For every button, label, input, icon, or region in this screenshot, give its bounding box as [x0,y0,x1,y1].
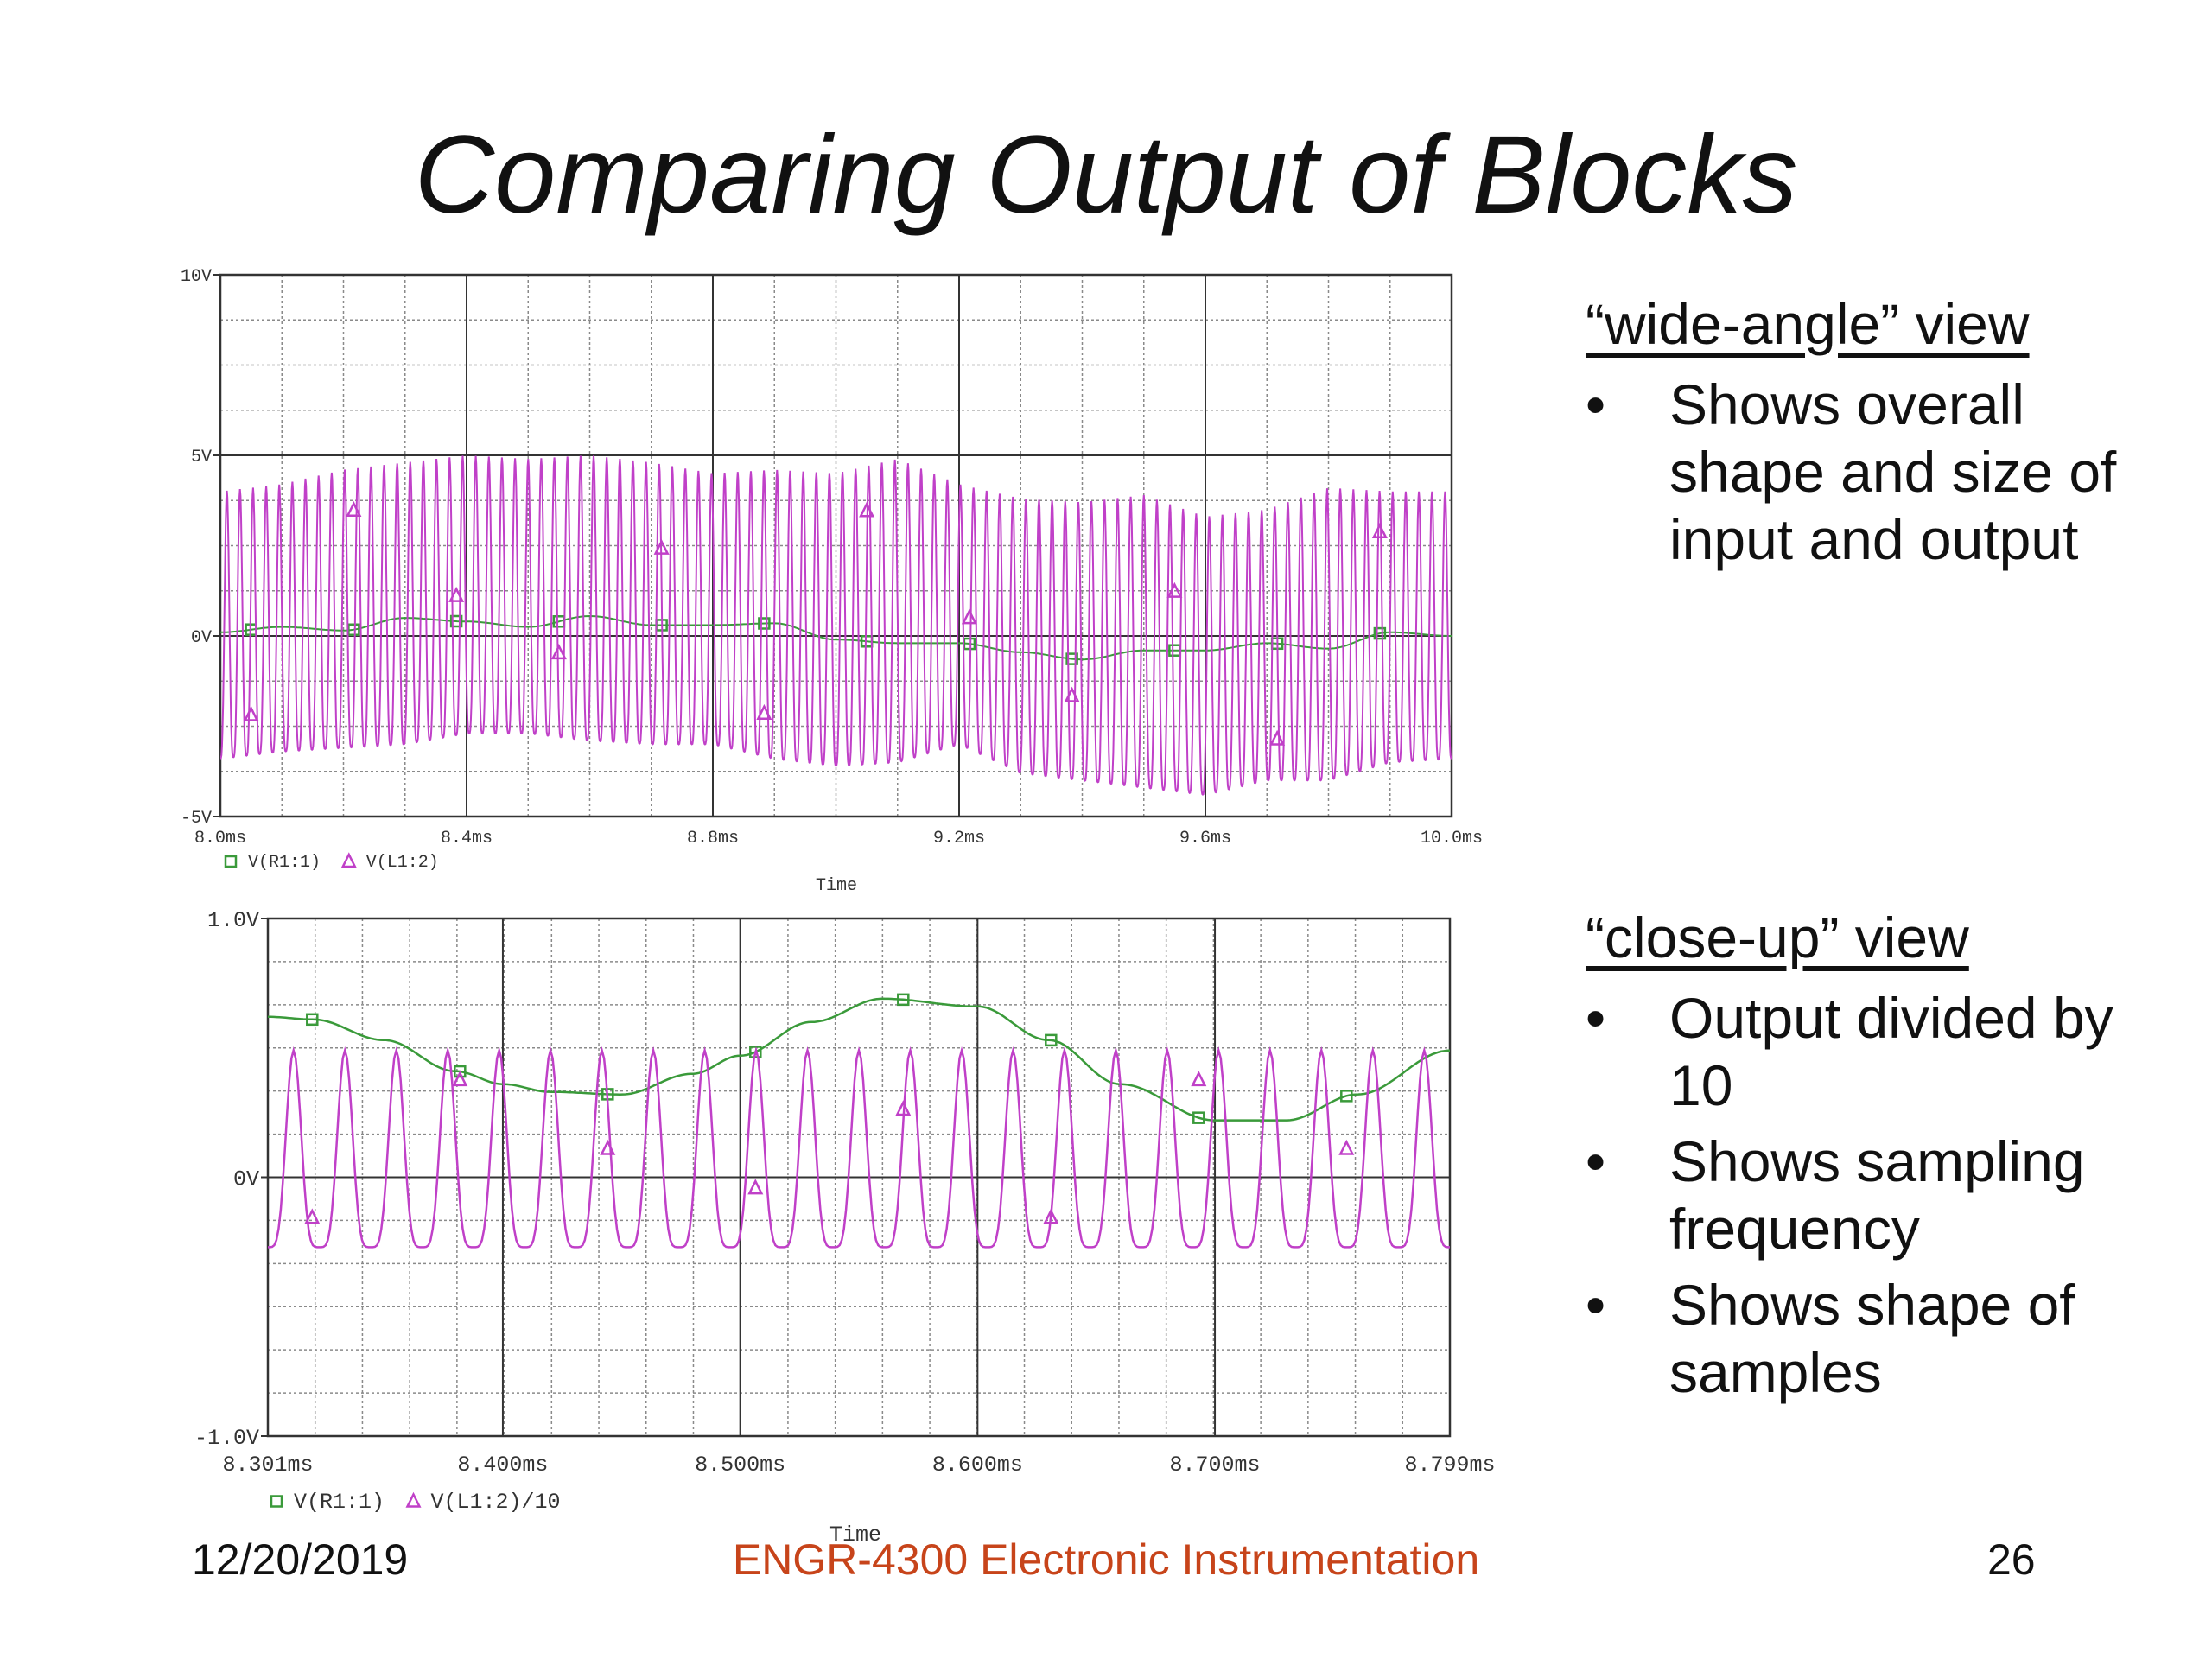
y-tick-label: 10V [181,267,212,287]
data-point-marker [897,993,910,1007]
legend-label: V(R1:1) [248,853,321,873]
data-point-marker [1338,1139,1355,1155]
y-tick-label: 5V [191,448,212,467]
legend-marker [270,1495,283,1508]
data-point-marker [1269,729,1286,746]
x-tick-label: 8.8ms [687,829,739,849]
data-point-marker [1045,1033,1058,1047]
x-axis-title: Time [830,1522,881,1548]
x-tick-label: 8.301ms [222,1452,313,1478]
y-tick-label: 1.0V [207,908,259,933]
legend-label: V(L1:2)/10 [431,1490,561,1515]
data-point-marker [600,1139,616,1155]
x-tick-label: 8.500ms [695,1452,785,1478]
y-tick-label: -1.0V [194,1426,259,1451]
data-point-marker [1192,1111,1205,1124]
series-V(R1:1) [268,993,1450,1124]
wide-angle-bullet: • Shows overall shape and size of input a… [1586,372,2117,571]
close-up-bullet: • Shows shape of samples [1586,1273,2075,1404]
bullet-text: Shows shape of samples [1669,1273,2075,1404]
data-point-marker [1166,582,1183,598]
x-axis-title: Time [816,876,857,896]
data-point-marker [1064,686,1080,702]
data-point-marker [895,1100,912,1116]
data-point-marker [653,538,670,555]
x-tick-label: 8.400ms [457,1452,548,1478]
slide-title: Comparing Output of Blocks [414,113,1798,237]
series-line [220,455,1452,796]
close-up-bullet: • Shows sampling frequency [1586,1129,2085,1261]
x-tick-label: 8.600ms [932,1452,1023,1478]
data-point-marker [859,501,875,518]
close-up-bullet: • Output divided by 10 [1586,986,2113,1117]
data-point-marker [304,1208,321,1224]
wide-angle-chart: 8.0ms 8.4ms 8.8ms 9.2ms 9.6ms 10.0ms -5V 0V 5V 10… [181,267,1483,896]
x-tick-label: 8.700ms [1170,1452,1261,1478]
data-point-marker [1373,626,1387,640]
y-tick-label: -5V [181,809,212,829]
bullet-text: Output divided by 10 [1669,986,2113,1117]
page-number: 26 [1987,1535,2036,1584]
data-point-marker [758,617,771,630]
legend-marker [224,855,238,868]
data-point-marker [756,703,772,720]
data-point-marker [454,1065,467,1078]
plot-frame [219,273,1453,818]
data-point-marker [1340,1090,1353,1103]
data-point-marker [448,586,465,602]
data-point-marker [346,500,362,517]
data-point-marker [1043,1208,1059,1224]
legend-label: V(L1:2) [366,853,439,873]
x-tick-label: 8.799ms [1404,1452,1495,1478]
y-tick-label: 0V [233,1166,259,1192]
data-point-marker [306,1013,319,1027]
wide-angle-notes: “wide-angle” view • Shows overall shape a… [1586,289,2190,582]
close-up-heading: “close-up” view [1586,906,1969,969]
data-point-marker [243,705,259,721]
x-tick-label: 8.4ms [441,829,493,849]
x-tick-label: 9.2ms [933,829,985,849]
y-tick-label: 0V [191,628,212,648]
series-V(L1:2)/10 [268,1046,1450,1249]
series-line [268,1046,1450,1249]
legend-marker [405,1491,422,1508]
data-point-marker [550,644,567,660]
legend-label: V(R1:1) [294,1490,385,1515]
bullet-text: Shows overall shape and size of input an… [1669,372,2117,571]
footer-date: 12/20/2019 [192,1535,409,1584]
data-point-marker [1191,1071,1207,1087]
close-up-chart: 8.301ms 8.400ms 8.500ms 8.600ms 8.700ms 8.799… [194,908,1496,1548]
close-up-notes: “close-up” view • Output divided by 10 • S… [1586,903,2190,1414]
data-point-marker [452,1071,468,1087]
legend-marker [340,852,357,868]
data-point-marker [961,608,977,625]
data-point-marker [749,1046,762,1058]
x-tick-label: 10.0ms [1421,829,1483,849]
wide-angle-heading: “wide-angle” view [1586,292,2030,356]
series-V(L1:2) [220,455,1452,796]
footer-course: ENGR-4300 Electronic Instrumentation [732,1535,1480,1584]
data-point-marker [747,1179,764,1195]
x-tick-label: 9.6ms [1179,829,1231,849]
data-point-marker [449,614,463,628]
bullet-text: Shows sampling frequency [1669,1129,2085,1261]
x-tick-label: 8.0ms [194,829,246,849]
data-point-marker [1371,522,1388,539]
data-point-marker [1065,652,1078,665]
